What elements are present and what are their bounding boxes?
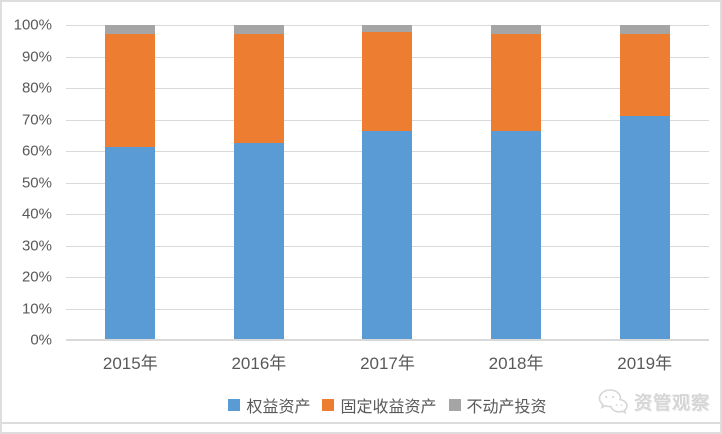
stacked-bar bbox=[233, 25, 284, 340]
bar-segment bbox=[233, 143, 284, 340]
bar-column bbox=[195, 25, 324, 340]
y-axis-tick-label: 100% bbox=[13, 16, 52, 34]
stacked-bar bbox=[362, 25, 413, 340]
bar-column bbox=[580, 25, 709, 340]
bar-segment bbox=[491, 25, 542, 35]
bar-segment bbox=[233, 34, 284, 144]
y-axis-tick-label: 90% bbox=[21, 48, 52, 65]
watermark: 资管观察 bbox=[597, 388, 710, 415]
x-axis-tick-label: 2018年 bbox=[488, 354, 544, 373]
bar-column bbox=[323, 25, 452, 340]
stacked-bar bbox=[619, 25, 670, 340]
watermark-text: 资管观察 bbox=[634, 392, 710, 413]
legend-marker-icon bbox=[228, 399, 241, 411]
y-axis: 0% 10% 20% 30% 40% 50% 60% 70% 80% 90% 100% bbox=[2, 17, 58, 349]
stacked-bar bbox=[105, 25, 156, 340]
wechat-logo-icon bbox=[598, 389, 628, 415]
plot-area bbox=[66, 25, 709, 341]
bar-segment bbox=[491, 34, 542, 132]
x-axis-tick-label: 2017年 bbox=[360, 354, 415, 373]
y-axis-tick-label: 70% bbox=[21, 111, 52, 128]
bottom-divider bbox=[2, 422, 720, 424]
bar-segment bbox=[619, 116, 670, 340]
bar-segment bbox=[619, 25, 670, 34]
x-axis-tick-label: 2016年 bbox=[231, 354, 287, 373]
bar-segment bbox=[491, 131, 542, 340]
legend: 权益资产 固定收益资产 不动产投资 bbox=[66, 393, 709, 417]
bar-column bbox=[66, 25, 195, 340]
y-axis-tick-label: 20% bbox=[21, 268, 52, 286]
bar-segment bbox=[619, 33, 670, 117]
bars-container bbox=[66, 25, 709, 340]
legend-label: 不动产投资 bbox=[466, 399, 547, 416]
x-axis-labels: 2015年 2016年 2017年 2018年 2019年 bbox=[66, 349, 709, 374]
y-axis-tick-label: 0% bbox=[30, 331, 52, 349]
legend-marker-icon bbox=[322, 399, 335, 411]
legend-label: 权益资产 bbox=[246, 399, 311, 416]
bar-segment bbox=[362, 32, 413, 131]
y-axis-tick-label: 50% bbox=[21, 174, 52, 191]
bar-segment bbox=[362, 130, 413, 340]
y-axis-tick-label: 40% bbox=[21, 205, 52, 223]
x-axis-tick-label: 2015年 bbox=[102, 354, 158, 373]
bar-segment bbox=[105, 147, 156, 340]
legend-item: 权益资产 bbox=[228, 393, 310, 417]
bar-column bbox=[452, 25, 581, 340]
legend-marker-icon bbox=[448, 399, 461, 411]
legend-item: 固定收益资产 bbox=[322, 393, 437, 417]
legend-label: 固定收益资产 bbox=[340, 399, 437, 416]
y-axis-tick-label: 60% bbox=[21, 142, 52, 160]
y-axis-tick-label: 80% bbox=[21, 79, 52, 97]
stacked-bar bbox=[491, 25, 542, 340]
y-axis-tick-label: 30% bbox=[21, 237, 52, 254]
legend-item: 不动产投资 bbox=[448, 393, 547, 417]
bar-segment bbox=[105, 25, 156, 35]
x-axis-tick-label: 2019年 bbox=[617, 354, 673, 373]
y-axis-tick-label: 10% bbox=[21, 300, 52, 317]
bar-segment bbox=[105, 34, 156, 148]
x-axis-line bbox=[66, 339, 709, 341]
bar-segment bbox=[362, 25, 413, 33]
bar-segment bbox=[233, 25, 284, 35]
